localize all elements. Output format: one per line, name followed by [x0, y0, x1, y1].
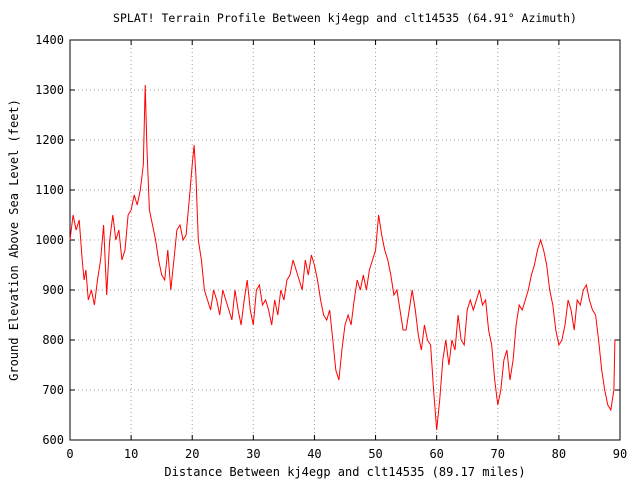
x-tick-label: 70	[491, 447, 505, 461]
y-tick-label: 1100	[35, 183, 64, 197]
x-tick-label: 20	[185, 447, 199, 461]
y-tick-label: 1200	[35, 133, 64, 147]
x-tick-label: 90	[613, 447, 627, 461]
x-axis-label: Distance Between kj4egp and clt14535 (89…	[164, 465, 525, 479]
x-tick-label: 30	[246, 447, 260, 461]
y-tick-label: 900	[42, 283, 64, 297]
x-tick-label: 10	[124, 447, 138, 461]
x-tick-label: 80	[552, 447, 566, 461]
terrain-profile-line	[69, 84, 616, 431]
y-tick-label: 600	[42, 433, 64, 447]
y-tick-label: 1400	[35, 33, 64, 47]
x-tick-label: 0	[66, 447, 73, 461]
y-tick-label: 1000	[35, 233, 64, 247]
x-tick-label: 50	[368, 447, 382, 461]
chart-title: SPLAT! Terrain Profile Between kj4egp an…	[113, 11, 577, 25]
plot-border	[69, 39, 621, 441]
x-tick-label: 40	[307, 447, 321, 461]
y-tick-label: 1300	[35, 83, 64, 97]
ticks: 0 10 20 30 40 50 60 70 80 90 600 700 800 900 1000 1100 1…	[35, 33, 627, 461]
x-tick-label: 60	[429, 447, 443, 461]
y-axis-label: Ground Elevation Above Sea Level (feet)	[7, 99, 21, 381]
y-tick-label: 700	[42, 383, 64, 397]
y-tick-label: 800	[42, 333, 64, 347]
grid	[70, 40, 620, 440]
